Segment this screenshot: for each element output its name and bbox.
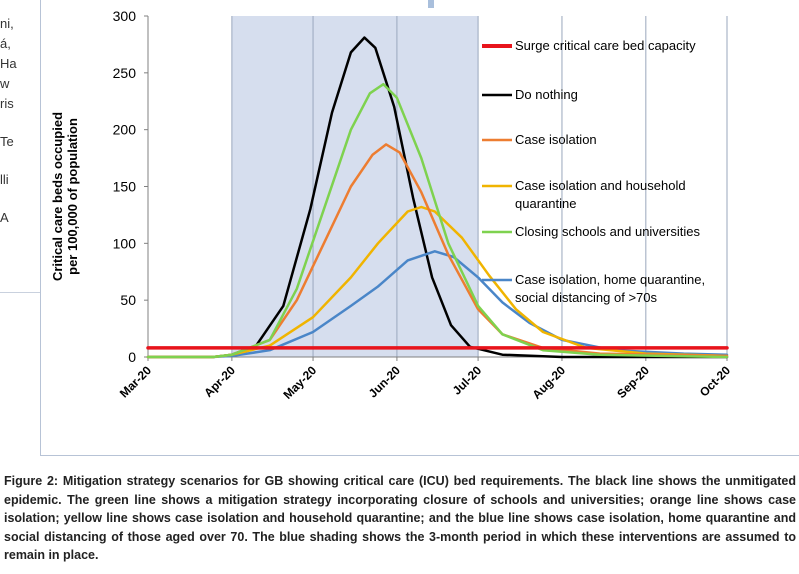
x-tick-label: Oct-20: [697, 363, 734, 400]
y-axis-label-line: per 100,000 of population: [65, 118, 80, 275]
divider: [0, 292, 40, 293]
fragment-text: ris: [0, 96, 14, 111]
legend-label: Surge critical care bed capacity: [515, 38, 696, 53]
legend-label: Case isolation: [515, 132, 597, 147]
fragment-text: Te: [0, 134, 14, 149]
series-line: [146, 250, 729, 359]
chart: 0 50 100 150 200 250 300 Mar-20 Apr-20 May-20 Jun-…: [50, 8, 734, 402]
fragment-text: lli: [0, 172, 9, 187]
legend-label-line: Closing schools and universities: [515, 224, 700, 239]
legend-label: Closing schools and universities: [515, 224, 700, 239]
x-tick-label: Jul-20: [450, 363, 485, 398]
fragment-text: á,: [0, 36, 11, 51]
x-tick-label: Aug-20: [529, 363, 568, 402]
fragment-text: w: [0, 76, 10, 91]
series-line: [146, 82, 729, 359]
legend-label-line: Do nothing: [515, 87, 578, 102]
shaded-period: [231, 16, 479, 357]
legend-label: Case isolation and household quarantine: [515, 178, 686, 211]
x-tick-label: Jun-20: [366, 363, 403, 400]
y-axis-label-line: Critical care beds occupied: [50, 112, 65, 281]
x-tick-label: May-20: [280, 363, 319, 402]
legend-label-line: quarantine: [515, 196, 576, 211]
legend-label-line: Case isolation and household: [515, 178, 686, 193]
y-tick-label: 50: [120, 292, 136, 308]
fragment-text: ni,: [0, 16, 14, 31]
left-text-fragments: ni, á, Ha w ris Te lli A: [0, 0, 40, 300]
x-tick-label: Mar-20: [117, 363, 154, 400]
legend-label-line: social distancing of >70s: [515, 290, 658, 305]
y-tick-label: 100: [113, 235, 137, 251]
legend-label-line: Case isolation, home quarantine,: [515, 272, 705, 287]
legend-label: Do nothing: [515, 87, 578, 102]
y-tick-label: 300: [113, 8, 137, 24]
x-tick-label: Sep-20: [614, 363, 652, 401]
y-tick-label: 250: [113, 65, 137, 81]
legend-label: Case isolation, home quarantine, social d…: [515, 272, 705, 305]
y-axis-label: Critical care beds occupiedper 100,000 o…: [50, 112, 80, 281]
legend-label-line: Surge critical care bed capacity: [515, 38, 696, 53]
legend-label-line: Case isolation: [515, 132, 597, 147]
y-tick-label: 150: [113, 179, 137, 195]
scrollbar-stub: [428, 0, 434, 8]
x-tick-label: Apr-20: [201, 363, 238, 400]
y-tick-label: 200: [113, 122, 137, 138]
figure-caption: Figure 2: Mitigation strategy scenarios …: [4, 474, 796, 562]
y-tick-label: 0: [128, 349, 136, 365]
fragment-text: A: [0, 210, 9, 225]
fragment-text: Ha: [0, 56, 17, 71]
